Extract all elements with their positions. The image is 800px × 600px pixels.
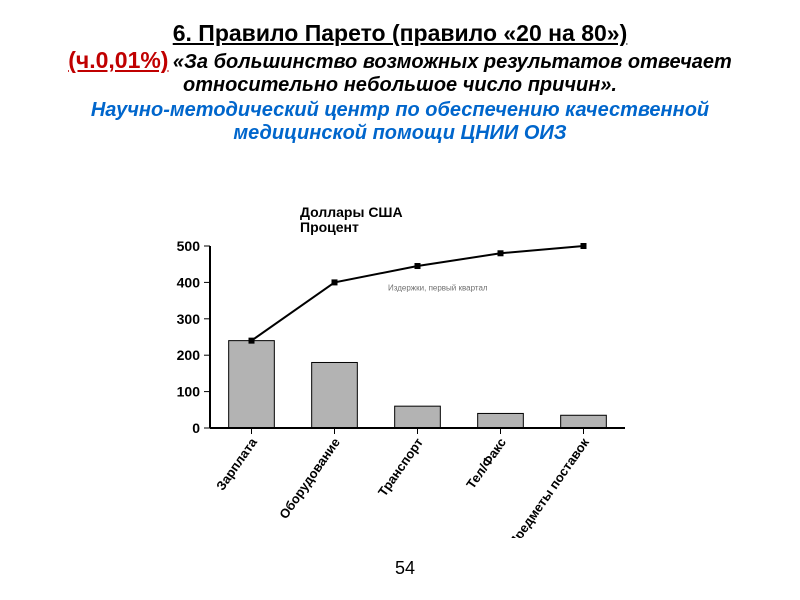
line-marker	[498, 250, 504, 256]
bar	[395, 406, 441, 428]
line-marker	[332, 279, 338, 285]
title-quote: «За большинство возможных результатов от…	[173, 51, 732, 96]
svg-text:100: 100	[177, 384, 201, 400]
title-row: 6. Правило Парето (правило «20 на 80») (…	[50, 20, 750, 97]
chart-note: Издержки, первый квартал	[388, 283, 488, 292]
svg-text:Оборудование: Оборудование	[276, 435, 343, 521]
chart-legend: Доллары США Процент	[300, 205, 403, 236]
legend-line1: Доллары США	[300, 205, 403, 220]
bar	[312, 362, 358, 428]
svg-text:Предметы поставок: Предметы поставок	[506, 435, 593, 538]
page-number: 54	[395, 558, 415, 579]
line-marker	[415, 263, 421, 269]
svg-text:0: 0	[192, 420, 200, 436]
title-blue: Научно-методический центр по обеспечению…	[50, 99, 750, 145]
chart-svg: 0 100 200 300 400 500 Зарплата Оборудование Тран…	[155, 238, 635, 538]
legend-line2: Процент	[300, 220, 403, 235]
slide: 6. Правило Парето (правило «20 на 80») (…	[0, 0, 800, 600]
svg-text:200: 200	[177, 347, 201, 363]
svg-text:Транспорт: Транспорт	[375, 435, 426, 499]
line-marker	[249, 338, 255, 344]
line-marker	[581, 243, 587, 249]
svg-text:500: 500	[177, 238, 201, 254]
svg-text:Тел/Факс: Тел/Факс	[463, 435, 509, 491]
svg-text:400: 400	[177, 274, 201, 290]
svg-text:300: 300	[177, 311, 201, 327]
svg-text:Зарплата: Зарплата	[213, 434, 260, 493]
title-block: 6. Правило Парето (правило «20 на 80») (…	[0, 0, 800, 145]
pareto-chart: 0 100 200 300 400 500 Зарплата Оборудование Тран…	[155, 238, 635, 538]
cumulative-line	[252, 246, 584, 341]
bar	[229, 341, 275, 428]
title-red: (ч.0,01%)	[68, 47, 168, 73]
title-main: 6. Правило Парето (правило «20 на 80»)	[173, 20, 628, 46]
bar	[561, 415, 607, 428]
bar	[478, 413, 524, 428]
